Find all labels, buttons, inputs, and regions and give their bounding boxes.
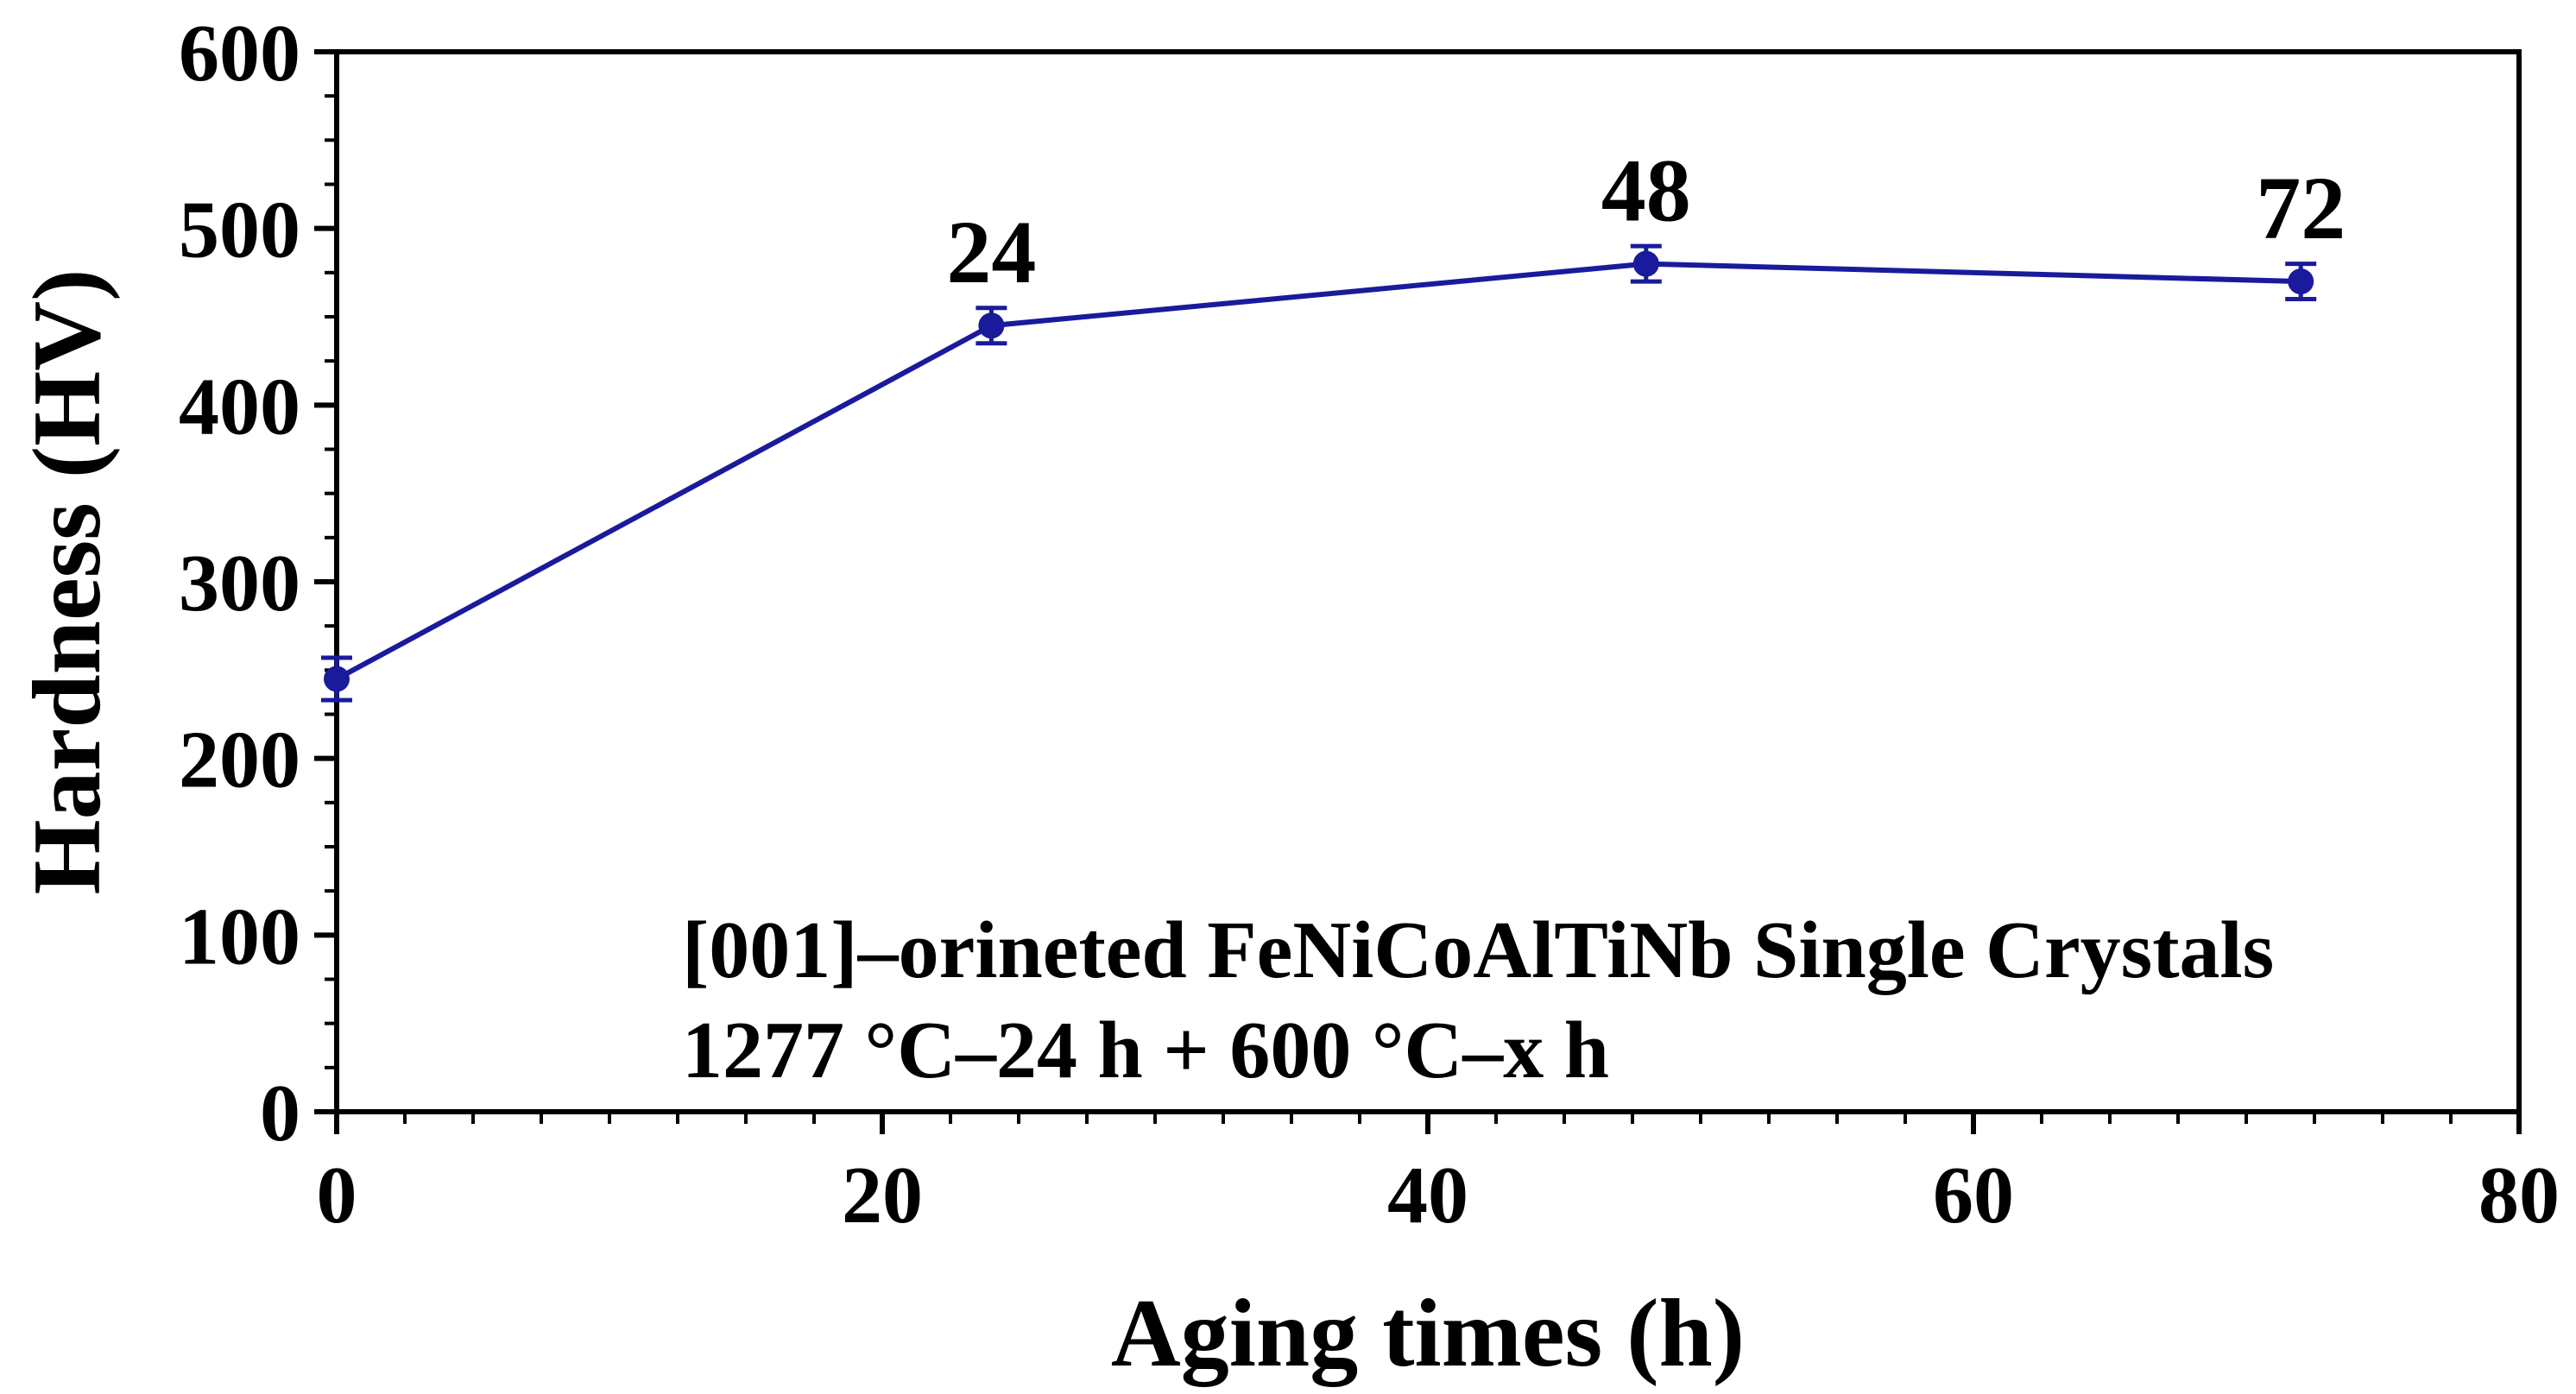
data-point — [324, 665, 350, 692]
y-tick-label: 400 — [179, 362, 300, 451]
series-line — [335, 261, 2301, 682]
data-point — [978, 312, 1005, 339]
y-tick-label: 200 — [179, 716, 300, 805]
annotation-heat-treatment: 1277 °C–24 h + 600 °C–x h — [682, 1006, 1609, 1095]
plot-frame — [334, 49, 2522, 1114]
x-tick-label: 40 — [1387, 1151, 1468, 1240]
point-label: 24 — [946, 203, 1036, 302]
major-ticks — [314, 49, 2522, 1134]
series-layer — [321, 243, 2317, 703]
y-tick-label: 0 — [260, 1069, 300, 1158]
point-labels: 24 48 72 — [946, 142, 2346, 303]
x-tick-label: 80 — [2478, 1151, 2560, 1240]
y-axis-title: Hardness (HV) — [14, 269, 121, 895]
y-tick-label: 500 — [179, 186, 300, 275]
annotation-alloy: [001]–orineted FeNiCoAlTiNb Single Cryst… — [682, 905, 2274, 995]
tick-labels: 0 20 40 60 80 0 100 200 300 400 500 600 — [179, 9, 2560, 1240]
x-tick-label: 20 — [842, 1151, 923, 1240]
data-point — [1632, 250, 1659, 277]
point-label: 72 — [2256, 159, 2346, 258]
y-tick-label: 300 — [179, 539, 300, 628]
x-tick-label: 0 — [317, 1151, 357, 1240]
y-tick-label: 600 — [179, 9, 300, 98]
x-axis-title: Aging times (h) — [1111, 1280, 1745, 1387]
x-tick-label: 60 — [1933, 1151, 2014, 1240]
y-tick-label: 100 — [179, 892, 300, 981]
data-point — [2288, 268, 2314, 295]
point-label: 48 — [1601, 142, 1691, 241]
